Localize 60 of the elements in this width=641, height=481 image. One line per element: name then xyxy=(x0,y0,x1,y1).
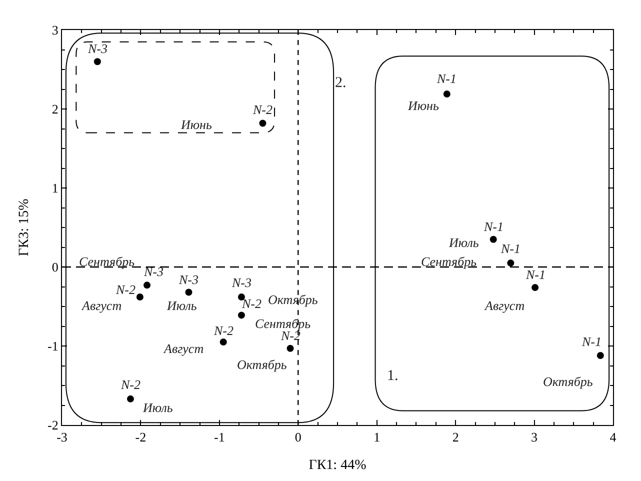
point xyxy=(532,284,539,292)
x-tick-label: 2 xyxy=(452,430,459,445)
annotation: Август xyxy=(484,298,525,313)
annotation: N-1 xyxy=(436,71,456,86)
annotation: N-1 xyxy=(581,334,602,349)
point xyxy=(220,338,227,346)
point xyxy=(286,344,294,352)
annotation: Июль xyxy=(142,400,173,415)
x-tick-label: 1 xyxy=(374,430,380,445)
annotation: N-2 xyxy=(120,377,141,392)
y-tick-label: -2 xyxy=(48,418,58,433)
annotation: N-2 xyxy=(252,102,273,117)
annotation: N-3 xyxy=(231,275,252,290)
y-axis-title: ГК3: 15% xyxy=(17,198,32,256)
annotation: N-3 xyxy=(87,41,108,56)
point xyxy=(185,288,192,296)
annotation: Октябрь xyxy=(268,292,318,307)
point xyxy=(238,312,245,319)
annotation: Август xyxy=(163,341,204,356)
annotation: Июль xyxy=(166,298,197,313)
annotation: N-1 xyxy=(483,219,504,234)
x-tick-label: 3 xyxy=(531,430,538,445)
x-tick-label: -3 xyxy=(56,430,68,445)
point xyxy=(596,352,604,359)
x-tick-label: 0 xyxy=(294,430,302,445)
annotation: Октябрь xyxy=(543,374,593,389)
point xyxy=(507,260,514,267)
annotation: Сентябрь xyxy=(255,316,311,331)
annotation: Октябрь xyxy=(237,357,287,372)
point xyxy=(490,236,497,243)
y-tick-label: 0 xyxy=(52,260,58,275)
y-tick-label: -1 xyxy=(48,338,58,354)
y-tick-label: 3 xyxy=(52,22,58,38)
annotation: N-3 xyxy=(143,264,164,279)
y-tick-label: 2 xyxy=(52,102,58,117)
x-tick-label: -2 xyxy=(135,430,146,445)
point xyxy=(126,395,134,402)
annotation: N-3 xyxy=(178,272,199,287)
annotation: Сентябрь xyxy=(79,254,135,269)
y-tick-label: 1 xyxy=(52,180,58,196)
annotation: N-2 xyxy=(241,296,262,311)
annotation: N-1 xyxy=(525,267,546,282)
annotation: N-2 xyxy=(213,323,234,338)
annotation: N-2 xyxy=(115,282,136,297)
annotation: Июнь xyxy=(407,98,440,113)
annotation: 1. xyxy=(387,368,398,384)
annotation: N-1 xyxy=(500,241,520,256)
point xyxy=(94,58,101,66)
x-axis-title: ГК1: 44% xyxy=(308,458,367,473)
annotation: Июль xyxy=(448,235,479,250)
point xyxy=(443,90,450,98)
annotation: Август xyxy=(81,298,122,313)
point xyxy=(259,120,266,127)
annotation: 2. xyxy=(335,75,346,91)
annotation: Июнь xyxy=(180,117,212,132)
annotation: Сентябрь xyxy=(421,254,477,269)
point xyxy=(144,282,151,289)
point xyxy=(136,294,144,301)
x-tick-label: 4 xyxy=(610,430,617,445)
x-tick-label: -1 xyxy=(214,430,225,445)
